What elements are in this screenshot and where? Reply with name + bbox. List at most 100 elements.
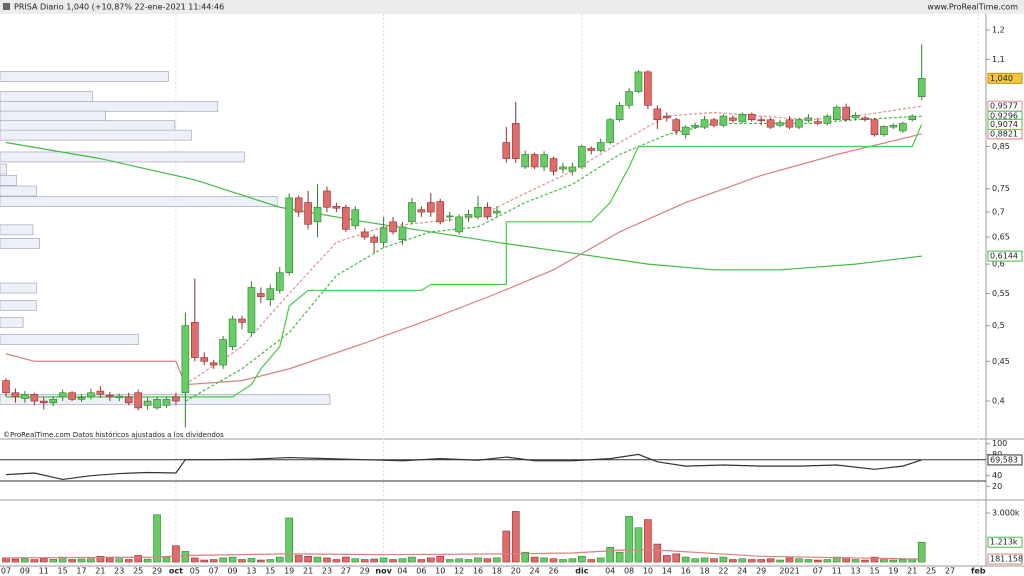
candle-body — [275, 272, 284, 291]
candle-body — [153, 399, 161, 409]
candle-body — [408, 202, 416, 223]
volume-profile-bar — [0, 174, 17, 186]
value-label: 0,6144 — [990, 252, 1018, 261]
volume-bar — [191, 557, 199, 563]
candle-body — [606, 119, 614, 143]
candle-body — [785, 119, 794, 128]
volume-bar — [719, 556, 728, 563]
candle-body — [681, 126, 690, 136]
value-label-box — [987, 553, 1023, 565]
candle-body — [323, 190, 331, 208]
candle-body — [134, 392, 142, 409]
volume-bar — [766, 558, 775, 563]
x-tick-label: 19 — [284, 567, 294, 576]
candle-body — [795, 119, 803, 128]
volume-bar — [842, 557, 850, 563]
value-label: 0,9577 — [990, 102, 1018, 111]
candle-body — [360, 231, 369, 238]
candle-body — [832, 106, 841, 121]
volume-bar — [653, 543, 662, 563]
candle-body — [143, 400, 152, 406]
x-tick-label: 15 — [58, 567, 68, 576]
volume-profile-bar — [0, 129, 192, 141]
x-tick-label: 09 — [227, 567, 237, 576]
candle-body — [49, 399, 58, 404]
volume-bar — [596, 557, 605, 563]
volume-bar — [11, 558, 20, 563]
value-label: 69,583 — [990, 455, 1018, 464]
volume-bar — [540, 557, 548, 563]
volume-bar — [880, 559, 888, 563]
candle-body — [398, 226, 407, 240]
volume-bar — [691, 558, 699, 563]
candle-body — [39, 400, 48, 404]
candle-body — [804, 117, 813, 121]
y-tick-label: 80 — [992, 450, 1002, 459]
x-tick-label: 08 — [624, 567, 634, 576]
volume-profile-bar — [0, 71, 169, 82]
x-tick-label: 22 — [718, 567, 728, 576]
candle-body — [313, 206, 322, 223]
candle-body — [559, 166, 567, 170]
volume-bar — [304, 555, 312, 563]
value-label-box — [987, 72, 1023, 84]
volume-bar — [351, 558, 360, 563]
volume-bar — [634, 527, 643, 563]
candle-body — [294, 197, 303, 213]
candle-body — [757, 119, 766, 122]
volume-bar — [615, 551, 624, 563]
volume-bar — [332, 559, 341, 563]
candle-body — [247, 287, 256, 333]
volume-bar — [398, 558, 407, 563]
volume-profile-bar — [0, 334, 139, 345]
y-tick-label: 1,2 — [992, 25, 1005, 34]
candle-body — [426, 202, 435, 213]
volume-bar — [285, 517, 294, 563]
volume-bar — [96, 555, 105, 563]
line — [185, 105, 922, 386]
candle-body — [2, 380, 10, 394]
volume-bar — [275, 556, 284, 563]
candle-body — [11, 392, 20, 398]
volume-bar — [700, 557, 709, 563]
volume-profile-bar — [0, 120, 176, 131]
candle-body — [77, 397, 86, 400]
candle-body — [898, 123, 907, 132]
candle-body — [464, 214, 473, 218]
y-tick-label: 0,5 — [992, 321, 1005, 330]
candle-body — [304, 202, 312, 225]
volume-bar — [228, 556, 237, 563]
volume-bar — [143, 558, 152, 563]
volume-bar — [77, 558, 86, 563]
volume-bar — [417, 559, 426, 563]
candle-body — [625, 91, 633, 106]
value-label-box — [987, 454, 1023, 466]
volume-bar — [266, 559, 275, 563]
volume-bar — [851, 559, 860, 563]
candle-body — [106, 394, 114, 398]
x-tick-label: nov — [375, 567, 392, 576]
x-tick-label: 13 — [246, 567, 256, 576]
candle-body — [96, 390, 105, 395]
x-tick-label: 23 — [114, 567, 124, 576]
y-tick-label: 1,1 — [992, 55, 1005, 64]
line — [6, 124, 923, 398]
volume-bar — [738, 558, 747, 563]
volume-bar — [370, 558, 378, 563]
x-tick-label: 12 — [454, 567, 464, 576]
value-label: 181.158 — [990, 555, 1023, 564]
candle-body — [908, 115, 917, 121]
volume-bar — [115, 558, 124, 563]
candle-body — [842, 106, 850, 121]
volume-bar — [219, 557, 227, 563]
candle-body — [889, 124, 898, 128]
candle-body — [653, 108, 662, 121]
volume-bar — [209, 559, 218, 563]
volume-bar — [30, 559, 39, 563]
candle-body — [521, 154, 530, 168]
candle-body — [172, 396, 180, 402]
candle-body — [766, 119, 775, 128]
candle-body — [578, 146, 586, 168]
x-tick-label: 07 — [813, 567, 823, 576]
volume-bar — [474, 557, 482, 563]
